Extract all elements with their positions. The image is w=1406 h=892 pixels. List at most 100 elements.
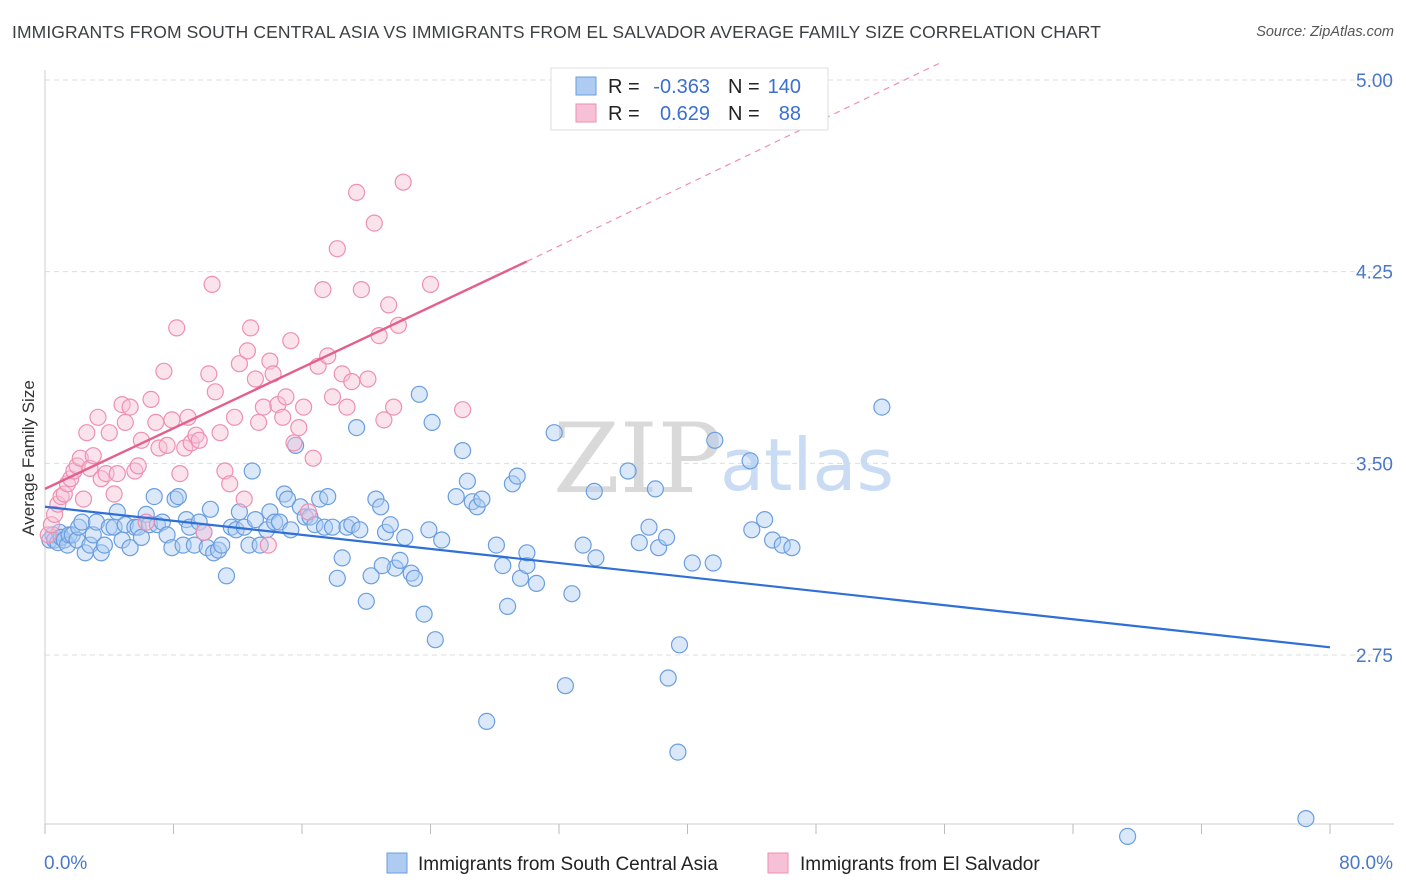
bottom-legend-swatch-blue — [386, 852, 408, 874]
point-south-central-asia — [381, 516, 399, 534]
point-south-central-asia — [1297, 809, 1315, 828]
point-south-central-asia — [266, 513, 284, 531]
point-south-central-asia — [783, 539, 801, 557]
bottom-legend-label-blue: Immigrants from South Central Asia — [418, 854, 718, 875]
point-south-central-asia — [669, 743, 687, 761]
legend-r-value-1: -0.363 — [653, 76, 710, 98]
point-south-central-asia — [68, 531, 86, 549]
point-el-salvador — [105, 485, 123, 503]
point-south-central-asia — [518, 544, 536, 562]
point-south-central-asia — [454, 442, 472, 460]
point-south-central-asia — [426, 631, 444, 649]
point-el-salvador — [84, 447, 102, 465]
point-el-salvador — [285, 434, 303, 452]
point-south-central-asia — [362, 567, 380, 585]
point-south-central-asia — [201, 500, 219, 518]
legend-n-label-1: N = — [728, 76, 760, 98]
point-south-central-asia — [458, 472, 476, 490]
point-el-salvador — [242, 319, 260, 337]
legend-n-label-2: N = — [728, 103, 760, 125]
point-el-salvador — [39, 526, 57, 544]
point-south-central-asia — [163, 539, 181, 557]
point-el-salvador — [259, 536, 277, 554]
point-south-central-asia — [121, 539, 139, 557]
point-el-salvador — [365, 214, 383, 232]
point-el-salvador — [290, 419, 308, 437]
point-south-central-asia — [351, 521, 369, 539]
point-el-salvador — [171, 465, 189, 483]
point-el-salvador — [74, 490, 93, 508]
point-south-central-asia — [478, 712, 496, 731]
point-south-central-asia — [230, 503, 248, 521]
point-el-salvador — [211, 424, 229, 442]
point-south-central-asia — [410, 385, 428, 403]
y-tick-labels: 2.75 3.50 4.25 5.00 — [1356, 71, 1393, 667]
point-south-central-asia — [630, 533, 648, 552]
point-south-central-asia — [587, 549, 605, 567]
legend-box: R = -0.363 N = 140 R = 0.629 N = 88 — [550, 67, 829, 131]
point-south-central-asia — [563, 585, 581, 603]
watermark-atlas: atlas — [720, 423, 894, 507]
point-south-central-asia — [574, 536, 592, 554]
point-south-central-asia — [328, 569, 346, 587]
point-south-central-asia — [585, 482, 603, 500]
point-el-salvador — [126, 462, 144, 480]
y-tick-label: 4.25 — [1356, 263, 1393, 284]
point-el-salvador — [254, 398, 272, 416]
point-el-salvador — [343, 373, 361, 391]
point-el-salvador — [55, 485, 73, 503]
point-el-salvador — [328, 240, 346, 258]
point-south-central-asia — [463, 493, 481, 511]
point-south-central-asia — [619, 462, 637, 480]
point-south-central-asia — [246, 510, 264, 529]
point-south-central-asia — [704, 554, 722, 572]
point-south-central-asia — [348, 419, 366, 437]
point-el-salvador — [385, 398, 403, 416]
y-tick-label: 3.50 — [1356, 454, 1393, 475]
point-el-salvador — [348, 183, 366, 201]
point-south-central-asia — [657, 528, 676, 547]
point-south-central-asia — [473, 490, 491, 508]
point-south-central-asia — [84, 526, 102, 544]
point-el-salvador — [216, 462, 234, 480]
bottom-legend-label-pink: Immigrants from El Salvador — [800, 854, 1040, 875]
point-el-salvador — [304, 449, 322, 467]
point-el-salvador — [314, 281, 332, 299]
legend-n-value-2: 88 — [779, 103, 801, 125]
point-south-central-asia — [357, 592, 375, 610]
point-el-salvador — [282, 332, 300, 350]
point-south-central-asia — [158, 526, 176, 544]
point-south-central-asia — [741, 452, 759, 470]
point-south-central-asia — [646, 480, 665, 498]
point-south-central-asia — [338, 518, 356, 536]
point-el-salvador — [250, 413, 268, 431]
point-el-salvador — [168, 319, 186, 337]
point-el-salvador — [299, 503, 317, 521]
point-el-salvador — [45, 505, 64, 524]
point-south-central-asia — [278, 490, 297, 508]
point-south-central-asia — [420, 521, 438, 539]
point-south-central-asia — [527, 574, 546, 593]
legend-r-label-1: R = — [608, 76, 640, 98]
point-south-central-asia — [243, 462, 261, 480]
point-south-central-asia — [323, 518, 342, 536]
point-el-salvador — [277, 388, 295, 406]
point-el-salvador — [200, 365, 218, 383]
x-ticks — [44, 824, 1331, 834]
point-el-salvador — [108, 465, 126, 483]
point-el-salvador — [221, 475, 239, 493]
point-el-salvador — [92, 470, 110, 488]
point-south-central-asia — [73, 513, 91, 531]
point-south-central-asia — [773, 536, 791, 554]
point-south-central-asia — [70, 518, 88, 536]
point-el-salvador — [323, 388, 342, 406]
point-el-salvador — [190, 431, 208, 449]
point-south-central-asia — [508, 467, 526, 485]
point-south-central-asia — [423, 413, 441, 431]
legend-n-value-1: 140 — [768, 76, 801, 98]
point-el-salvador — [116, 413, 134, 431]
chart-title: IMMIGRANTS FROM SOUTH CENTRAL ASIA VS IM… — [12, 22, 1101, 42]
point-el-salvador — [394, 173, 412, 191]
point-el-salvador — [78, 424, 96, 442]
